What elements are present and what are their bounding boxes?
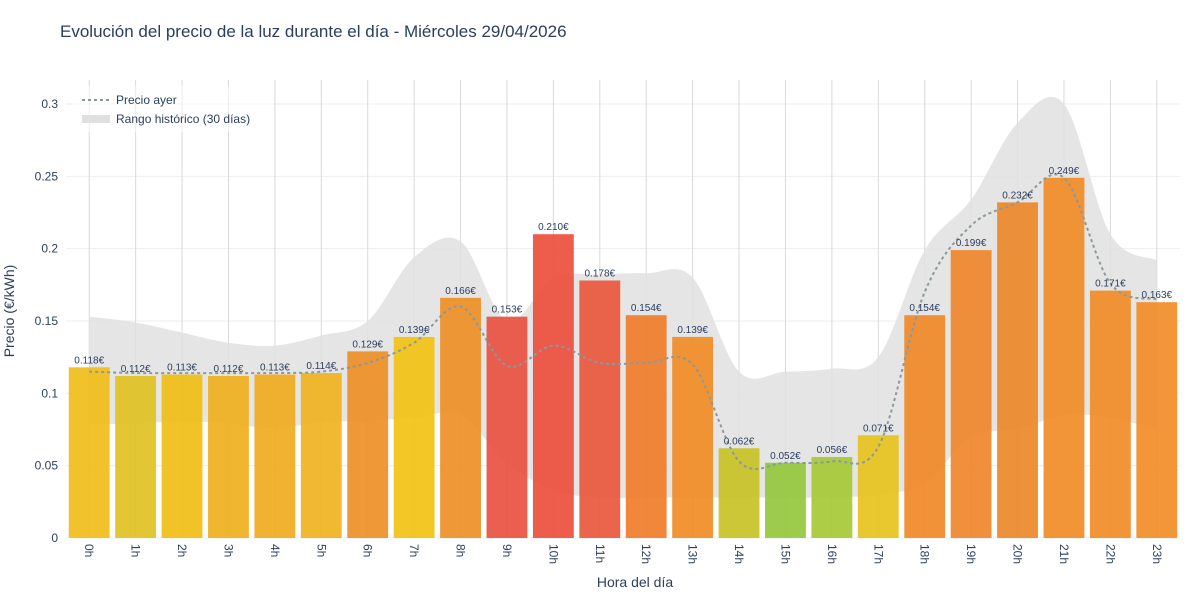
bar-20h[interactable] — [997, 202, 1038, 538]
y-axis-title: Precio (€/kWh) — [1, 265, 17, 358]
bars-layer — [68, 177, 1178, 538]
bar-label-13h: 0.139€ — [677, 325, 708, 336]
y-tick-label: 0.15 — [35, 314, 59, 328]
bar-label-4h: 0.113€ — [260, 363, 290, 374]
bar-15h[interactable] — [765, 462, 806, 538]
x-tick-label: 10h — [546, 544, 560, 564]
bar-8h[interactable] — [440, 297, 481, 538]
historic-range-band-layer — [89, 96, 1157, 499]
bar-22h[interactable] — [1089, 290, 1131, 538]
bar-label-1h: 0.112€ — [121, 364, 151, 375]
legend-item-rango-historico: Rango histórico (30 días) — [116, 112, 250, 126]
bar-14h[interactable] — [718, 448, 760, 538]
bar-21h[interactable] — [1043, 177, 1085, 538]
bar-label-19h: 0.199€ — [956, 238, 987, 249]
bar-23h[interactable] — [1136, 302, 1178, 538]
x-tick-label: 22h — [1103, 544, 1117, 564]
x-tick-label: 14h — [732, 544, 746, 564]
bar-9h[interactable] — [486, 316, 528, 538]
bar-16h[interactable] — [811, 456, 853, 538]
bar-label-9h: 0.153€ — [492, 305, 523, 316]
bar-label-14h: 0.062€ — [724, 436, 755, 447]
y-tick-label: 0 — [51, 531, 58, 545]
bar-3h[interactable] — [208, 375, 249, 538]
bar-label-20h: 0.232€ — [1002, 190, 1033, 201]
bar-label-3h: 0.112€ — [214, 364, 244, 375]
historic-range-band — [89, 96, 1157, 499]
axes-layer: 0 0.05 0.1 0.15 0.2 0.25 0.3 0h 1h 2h 3h 4h 5h 6h 7h 8h… — [1, 97, 1164, 590]
bar-label-2h: 0.113€ — [167, 363, 197, 374]
x-tick-label: 2h — [175, 544, 189, 557]
bar-label-22h: 0.171€ — [1095, 279, 1126, 290]
bar-5h[interactable] — [300, 373, 342, 538]
x-tick-label: 12h — [639, 544, 653, 564]
bar-6h[interactable] — [347, 351, 389, 538]
y-tick-label: 0.2 — [41, 242, 58, 256]
legend-band-swatch — [82, 115, 110, 123]
bar-labels-layer: 0.118€ 0.112€ 0.113€ 0.112€ 0.113€ 0.114€ 0.12… — [74, 166, 1172, 462]
bar-18h[interactable] — [904, 315, 946, 538]
bar-label-10h: 0.210€ — [538, 222, 569, 233]
y-tick-label: 0.25 — [35, 169, 59, 183]
bar-label-6h: 0.129€ — [352, 339, 383, 350]
x-tick-label: 6h — [361, 544, 375, 557]
x-tick-label: 7h — [407, 544, 421, 557]
bar-label-5h: 0.114€ — [306, 361, 336, 372]
bar-2h[interactable] — [161, 374, 203, 538]
x-tick-label: 21h — [1057, 544, 1071, 564]
chart-title: Evolución del precio de la luz durante e… — [60, 22, 567, 41]
yesterday-line-layer — [89, 173, 1158, 470]
x-tick-label: 13h — [686, 544, 700, 564]
y-tick-label: 0.05 — [35, 459, 59, 473]
legend[interactable]: Precio ayer Rango histórico (30 días) — [74, 86, 274, 132]
bar-label-7h: 0.139€ — [399, 325, 430, 336]
x-tick-label: 19h — [964, 544, 978, 564]
bar-label-11h: 0.178€ — [584, 268, 615, 279]
x-tick-label: 3h — [221, 544, 235, 557]
x-tick-label: 17h — [871, 544, 885, 564]
bar-11h[interactable] — [579, 280, 621, 538]
bar-10h[interactable] — [532, 234, 574, 538]
x-tick-label: 18h — [918, 544, 932, 564]
x-tick-label: 5h — [314, 544, 328, 557]
x-tick-label: 23h — [1150, 544, 1164, 564]
yesterday-price-line — [89, 173, 1158, 470]
x-tick-label: 11h — [593, 544, 607, 563]
x-axis-title: Hora del día — [597, 574, 673, 590]
x-tick-label: 4h — [268, 544, 282, 557]
bar-label-12h: 0.154€ — [631, 303, 662, 314]
x-tick-label: 0h — [82, 544, 96, 557]
bar-label-18h: 0.154€ — [909, 303, 940, 314]
bar-label-23h: 0.163€ — [1141, 290, 1172, 301]
bar-13h[interactable] — [672, 336, 714, 538]
x-tick-label: 9h — [500, 544, 514, 557]
x-tick-label: 16h — [825, 544, 839, 564]
x-tick-label: 8h — [454, 544, 468, 557]
bar-label-8h: 0.166€ — [445, 286, 476, 297]
x-tick-label: 1h — [129, 544, 143, 557]
bar-17h[interactable] — [857, 435, 899, 538]
x-tick-label: 15h — [778, 544, 792, 564]
bar-12h[interactable] — [625, 315, 667, 538]
bar-label-21h: 0.249€ — [1049, 166, 1080, 177]
bar-7h[interactable] — [393, 336, 435, 538]
bar-1h[interactable] — [115, 375, 157, 538]
bar-label-16h: 0.056€ — [817, 445, 848, 456]
bar-label-17h: 0.071€ — [863, 423, 894, 434]
bar-4h[interactable] — [254, 374, 296, 538]
x-tick-label: 20h — [1011, 544, 1025, 564]
bar-0h[interactable] — [68, 367, 110, 538]
y-tick-label: 0.1 — [41, 386, 58, 400]
bar-label-15h: 0.052€ — [770, 451, 801, 462]
bar-label-0h: 0.118€ — [74, 355, 104, 366]
bar-19h[interactable] — [950, 250, 992, 538]
legend-item-precio-ayer: Precio ayer — [116, 93, 177, 107]
y-tick-label: 0.3 — [41, 97, 58, 111]
